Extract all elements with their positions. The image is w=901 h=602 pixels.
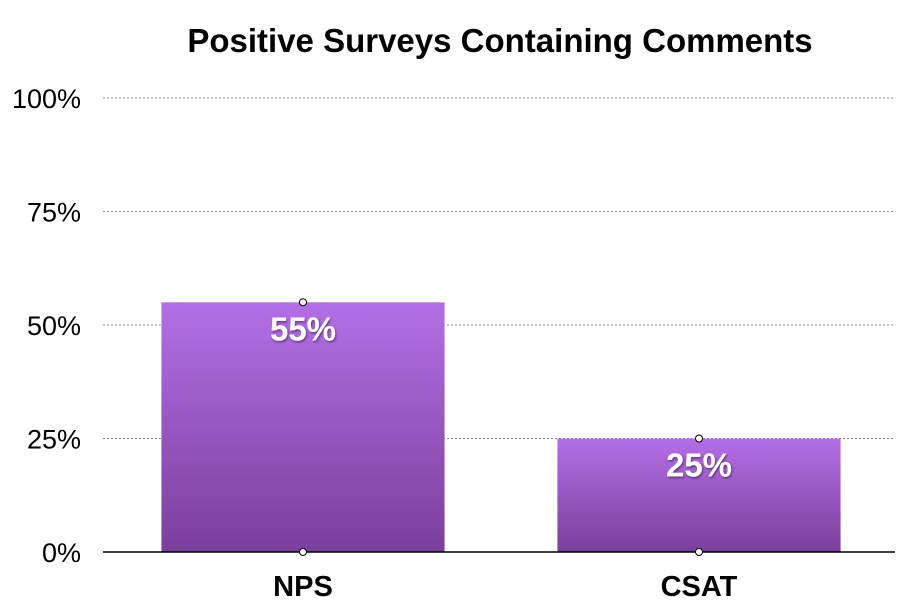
y-tick-label-0: 0% <box>42 538 81 568</box>
y-tick-label-75: 75% <box>27 198 81 228</box>
y-tick-label-50: 50% <box>27 311 81 341</box>
selection-handles <box>299 298 703 556</box>
category-label-nps: NPS <box>273 571 333 602</box>
bar-csat-bottom-handle[interactable] <box>695 548 703 556</box>
bar-csat <box>557 438 841 552</box>
bar-nps <box>161 302 445 552</box>
y-axis-tick-labels: 0% 25% 50% 75% 100% <box>12 84 81 568</box>
chart-title: Positive Surveys Containing Comments <box>187 22 812 59</box>
bar-nps-bottom-handle[interactable] <box>299 548 307 556</box>
category-label-csat: CSAT <box>661 571 738 602</box>
y-tick-label-100: 100% <box>12 84 81 114</box>
data-labels: 55% 25% <box>270 310 732 483</box>
x-axis-category-labels: NPS CSAT <box>273 571 737 602</box>
data-label-csat: 25% <box>666 447 732 484</box>
bar-csat-top-handle[interactable] <box>695 434 703 443</box>
y-tick-label-25: 25% <box>27 425 81 455</box>
bars <box>161 302 841 552</box>
data-label-nps: 55% <box>270 310 336 347</box>
bar-nps-top-handle[interactable] <box>299 298 307 307</box>
